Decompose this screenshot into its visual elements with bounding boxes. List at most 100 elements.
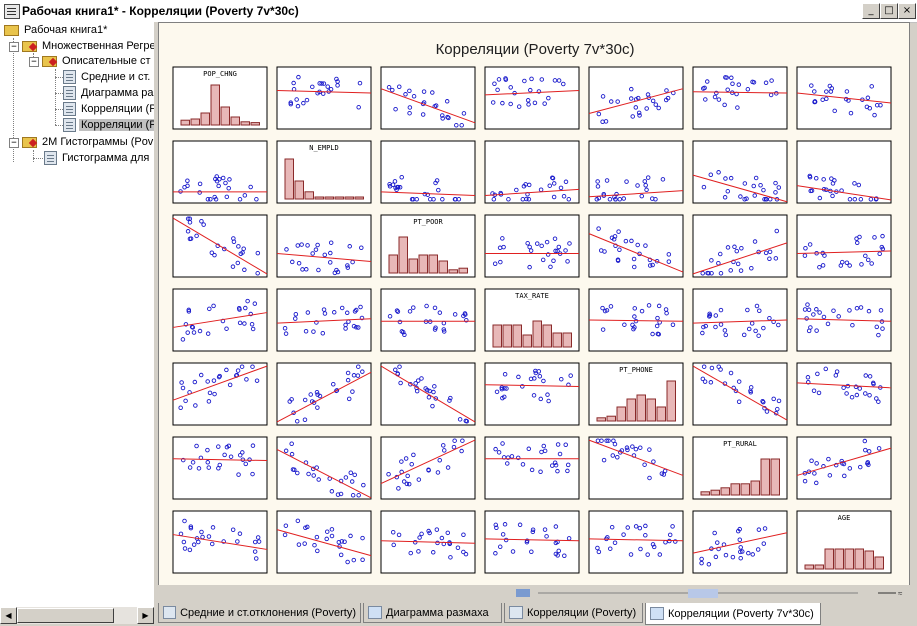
data-point [303,328,309,334]
histogram-bar [834,548,844,570]
matrix-cell [172,510,268,574]
data-point [209,541,215,547]
data-point [440,197,445,202]
data-point [430,550,436,555]
scroll-thumb[interactable] [17,608,114,623]
data-point [808,325,813,330]
maximize-button[interactable]: □ [880,3,898,19]
data-point [301,100,306,106]
regression-line [588,233,684,273]
data-point [751,80,757,85]
tree-node-multiple-regression[interactable]: Множественная Регре [22,38,154,54]
matrix-cell [588,436,684,500]
data-point [504,386,509,391]
data-point [639,193,645,199]
data-point [606,438,611,443]
data-point [505,455,511,460]
data-point [629,238,634,244]
chart-icon [368,606,382,619]
data-point [455,545,461,550]
tree-node-boxplot[interactable]: Диаграмма ра [63,85,154,101]
data-point [647,263,653,268]
scroll-right-arrow-icon[interactable]: ▶ [137,607,154,624]
data-point [183,322,189,327]
data-point [865,460,871,465]
data-point [324,536,329,542]
data-point [771,396,776,402]
spreadsheet-icon [63,102,76,116]
data-point [728,370,734,376]
data-point [236,244,241,249]
data-point [565,468,570,474]
data-point [546,95,551,101]
data-point [817,195,823,201]
data-point [214,174,219,179]
data-point [324,529,330,534]
data-point [427,197,433,202]
data-point [872,112,877,118]
data-point [194,233,199,239]
histogram-bar [646,398,656,422]
matrix-cell [276,436,372,500]
regression-line [484,90,580,96]
splitter[interactable] [154,22,158,626]
data-point [776,322,781,328]
data-point [713,313,719,318]
data-point [717,251,723,257]
collapse-toggle[interactable]: − [9,138,19,148]
data-point [645,92,651,97]
data-point [761,325,766,331]
histogram-bar [710,489,720,496]
tab-boxplot[interactable]: Диаграмма размаха [363,603,502,623]
data-point [347,244,352,249]
data-point [718,322,724,327]
tree-node-correlations-graph[interactable]: Корреляции (P [63,117,154,133]
data-point [239,364,245,369]
data-point [555,442,561,447]
tree-node-means[interactable]: Средние и ст. [63,69,152,85]
data-point [497,544,503,550]
collapse-toggle[interactable]: − [9,42,19,52]
tree-node-workbook[interactable]: Рабочая книга1* [4,22,109,38]
tree-node-descriptive[interactable]: Описательные ст [42,53,153,69]
histogram-bar [492,324,502,348]
tab-correlations[interactable]: Корреляции (Poverty) [504,603,643,623]
regression-line [380,191,476,197]
tree-horizontal-scrollbar[interactable]: ◀ ▶ [0,607,154,624]
histogram-bar [596,417,606,422]
data-point [502,371,508,377]
data-point [216,466,221,471]
tree-node-histogram[interactable]: Гистограмма для [44,150,151,166]
data-point [360,557,365,562]
regression-line [276,318,372,324]
data-point [351,557,357,563]
data-point [397,364,402,369]
collapse-toggle[interactable]: − [29,57,39,67]
data-point [299,242,304,247]
data-point [196,466,202,471]
close-button[interactable]: × [898,3,916,19]
tree-node-correlations[interactable]: Корреляции (P [63,101,154,117]
data-point [637,525,643,531]
regression-line [796,318,892,322]
scroll-left-arrow-icon[interactable]: ◀ [0,607,17,624]
data-point [498,259,503,265]
data-point [713,554,719,560]
histogram-bar [730,483,740,496]
data-point [287,399,292,404]
matrix-cell [484,362,580,426]
data-point [209,250,215,256]
data-point [635,183,640,188]
data-point [416,549,421,554]
data-point [734,248,740,254]
minimize-button[interactable]: _ [862,3,880,19]
regression-line [484,538,580,542]
data-point [230,264,236,269]
histogram-bar [666,380,676,422]
data-point [746,326,752,332]
data-point [615,258,621,263]
tab-correlations-graph[interactable]: Корреляции (Poverty 7v*30c) [645,603,821,625]
tab-means[interactable]: Средние и ст.отклонения (Poverty) [158,603,361,623]
tree-node-histograms[interactable]: 2M Гистограммы (Pov [22,134,154,150]
data-point [841,385,846,390]
